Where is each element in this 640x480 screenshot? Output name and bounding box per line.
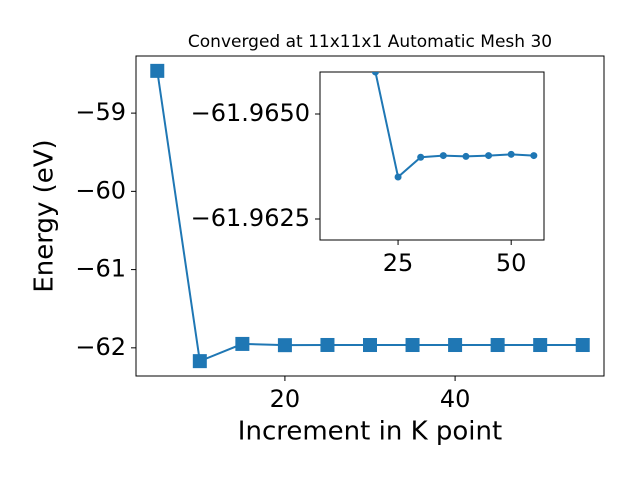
series-line bbox=[374, 72, 534, 179]
marker bbox=[485, 152, 493, 160]
chart-title: Converged at 11x11x1 Automatic Mesh 30 bbox=[188, 32, 552, 52]
marker bbox=[462, 152, 470, 160]
y-tick-label: −61 bbox=[75, 255, 126, 283]
marker bbox=[439, 152, 447, 160]
marker bbox=[417, 153, 425, 161]
x-tick-label: 40 bbox=[440, 385, 471, 413]
marker bbox=[150, 63, 165, 78]
y-tick-label: −60 bbox=[75, 176, 126, 204]
marker bbox=[277, 338, 292, 353]
marker bbox=[533, 338, 548, 353]
y-axis-label: Energy (eV) bbox=[30, 139, 60, 292]
x-axis-label: Increment in K point bbox=[238, 417, 502, 447]
marker bbox=[507, 150, 515, 158]
plot-frame bbox=[135, 55, 605, 377]
y-tick-label: −61.9625 bbox=[191, 204, 310, 232]
marker bbox=[394, 173, 402, 181]
marker bbox=[530, 152, 538, 160]
marker bbox=[235, 336, 250, 351]
marker bbox=[575, 338, 590, 353]
marker bbox=[405, 338, 420, 353]
x-tick-label: 50 bbox=[496, 249, 527, 277]
marker bbox=[448, 338, 463, 353]
marker bbox=[192, 354, 207, 369]
y-tick-label: −59 bbox=[75, 98, 126, 126]
x-tick-label: 20 bbox=[270, 385, 301, 413]
marker bbox=[490, 338, 505, 353]
marker bbox=[363, 338, 377, 353]
y-tick-label: −62 bbox=[75, 333, 126, 361]
x-tick-label: 25 bbox=[383, 249, 414, 277]
marker bbox=[371, 72, 379, 76]
y-tick-label: −61.9650 bbox=[191, 99, 310, 127]
marker bbox=[320, 337, 335, 352]
